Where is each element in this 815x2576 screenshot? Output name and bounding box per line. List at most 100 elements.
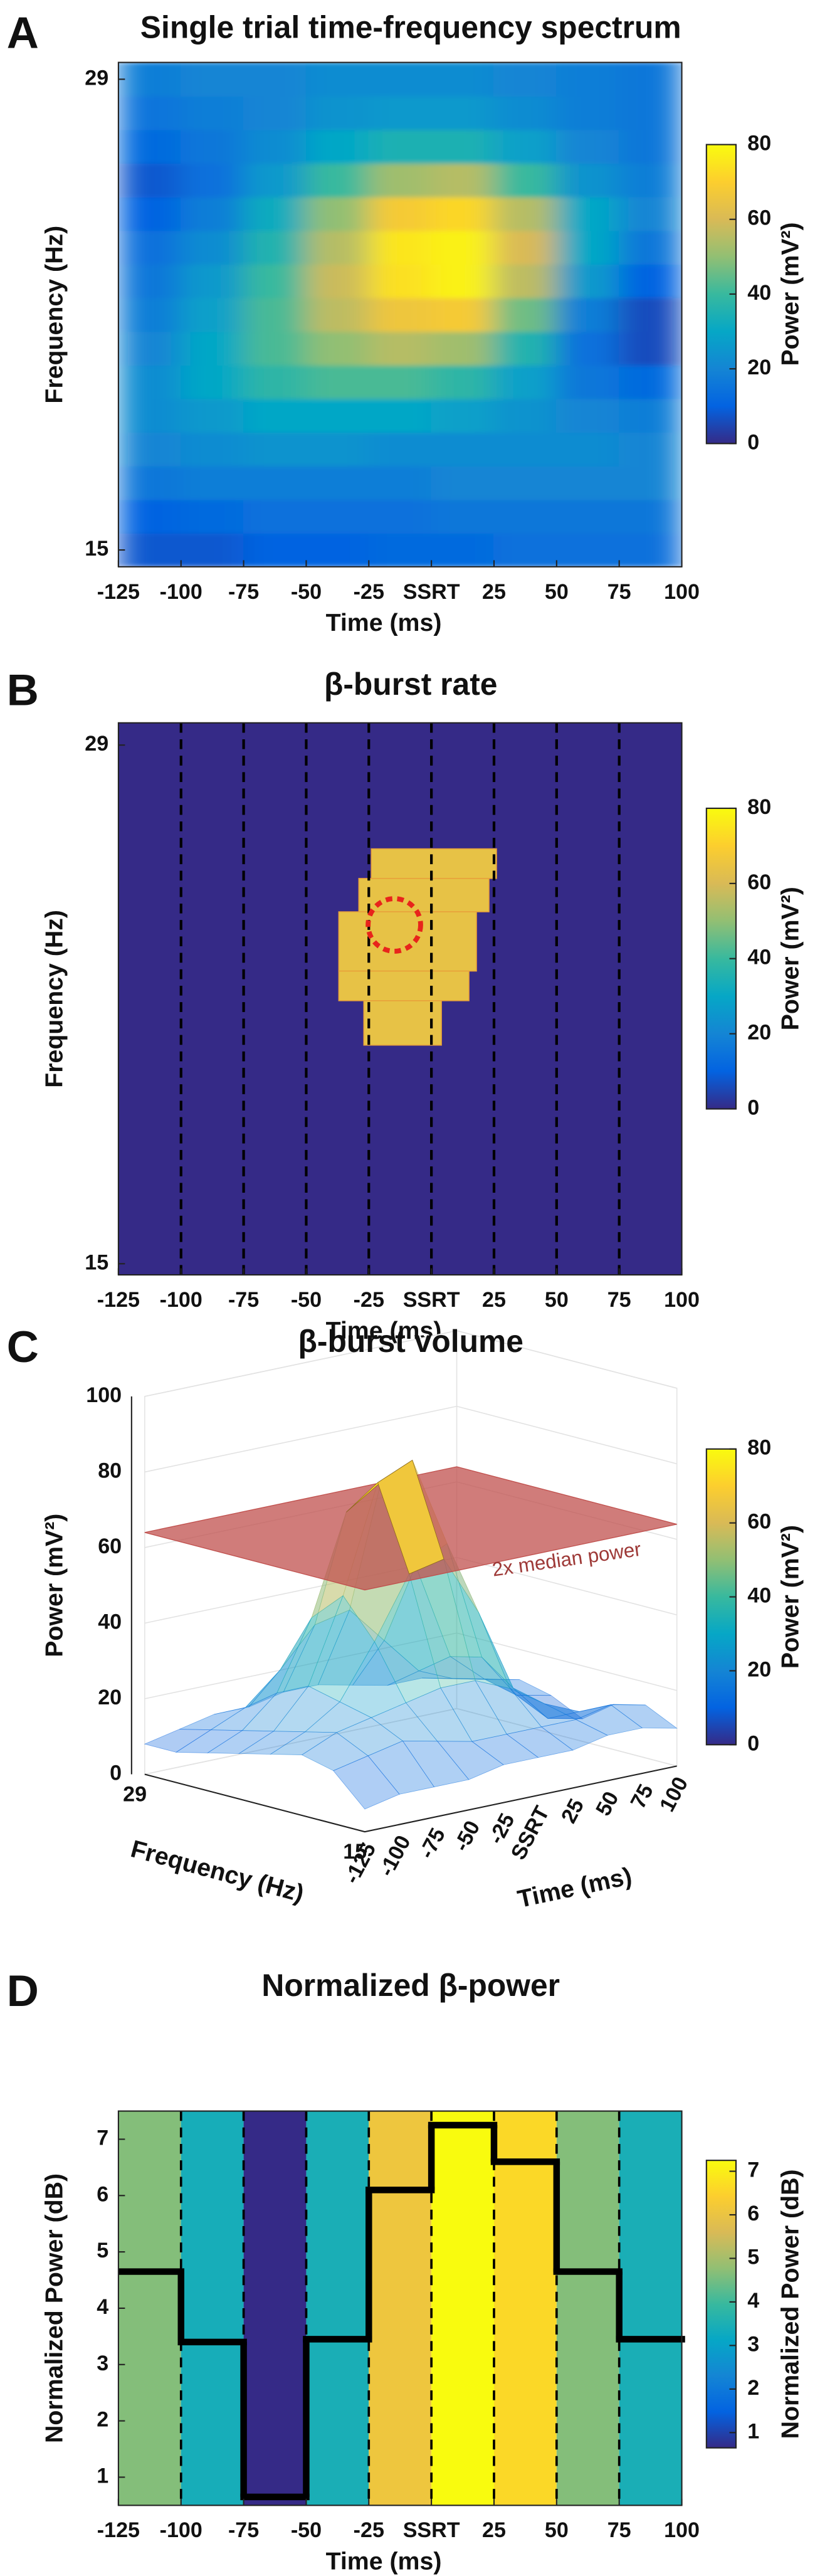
x-tick-label: 25 bbox=[557, 1795, 589, 1827]
heatmap-cell bbox=[493, 263, 557, 298]
burst bbox=[338, 911, 477, 972]
heatmap-cell bbox=[368, 230, 432, 265]
heatmap-cell bbox=[118, 62, 182, 97]
colorbar-label: Power (mV²) bbox=[776, 1525, 804, 1669]
colorbar-tick-label: 20 bbox=[747, 1021, 771, 1045]
heatmap-cell bbox=[618, 532, 682, 567]
heatmap-cell bbox=[618, 297, 682, 332]
heatmap-cell bbox=[493, 62, 557, 97]
heatmap-cell bbox=[618, 62, 682, 97]
heatmap-cell bbox=[118, 364, 182, 399]
colorbar-tick-label: 5 bbox=[747, 2245, 759, 2269]
burst bbox=[371, 848, 497, 879]
z-tick-label: 40 bbox=[98, 1610, 122, 1634]
heatmap-cell bbox=[118, 263, 182, 298]
x-axis-label: Time (ms) bbox=[326, 2547, 442, 2575]
bin-cell bbox=[181, 2111, 244, 2506]
heatmap-cell bbox=[305, 162, 370, 198]
plot-border bbox=[117, 61, 683, 567]
heatmap-cell bbox=[118, 297, 182, 332]
heatmap-cell bbox=[556, 95, 620, 130]
heatmap-cell bbox=[431, 95, 495, 130]
heatmap-cell bbox=[305, 465, 370, 500]
heatmap-cell bbox=[305, 431, 370, 467]
heatmap-cell bbox=[243, 532, 307, 567]
heatmap-cell bbox=[556, 230, 620, 265]
colorbar-tick-label: 40 bbox=[747, 281, 771, 305]
x-tick-label: 100 bbox=[664, 580, 700, 604]
x-tick-label: 100 bbox=[664, 1288, 700, 1312]
bin-cell bbox=[431, 2111, 494, 2506]
x-tick-label: -25 bbox=[354, 2518, 384, 2542]
colorbar-tick-label: 20 bbox=[747, 356, 771, 379]
x-tick-label: -25 bbox=[354, 1288, 384, 1312]
heatmap-cell bbox=[493, 465, 557, 500]
heatmap-cell bbox=[243, 364, 307, 399]
colorbar-tick-label: 7 bbox=[747, 2158, 759, 2182]
heatmap-cell bbox=[431, 465, 495, 500]
x-tick-label: -50 bbox=[450, 1817, 485, 1855]
colorbar-tick-label: 0 bbox=[747, 430, 759, 454]
heatmap-cell bbox=[305, 297, 370, 332]
y-axis-label: Frequency (Hz) bbox=[128, 1835, 307, 1908]
heatmap-cell bbox=[305, 62, 370, 97]
heatmap-cell bbox=[180, 330, 244, 366]
heatmap-cell bbox=[118, 330, 182, 366]
heatmap-cell bbox=[618, 230, 682, 265]
colorbar-tick-label: 60 bbox=[747, 870, 771, 894]
colorbar-label: Power (mV²) bbox=[776, 222, 804, 366]
heatmap-cell bbox=[493, 364, 557, 399]
x-axis-label: Time (ms) bbox=[515, 1862, 634, 1913]
heatmap-cell bbox=[305, 196, 370, 231]
heatmap-cell bbox=[305, 263, 370, 298]
grid-line bbox=[144, 1405, 677, 1473]
heatmap-cell bbox=[556, 398, 620, 433]
heatmap-cell bbox=[180, 230, 244, 265]
y-tick-label: 1 bbox=[97, 2464, 108, 2488]
heatmap-cell bbox=[243, 297, 307, 332]
x-tick-label: -100 bbox=[374, 1832, 416, 1881]
x-tick-label: SSRT bbox=[403, 2518, 460, 2542]
heatmap-cell bbox=[618, 398, 682, 433]
y-axis-label: Normalized Power (dB) bbox=[41, 2173, 68, 2443]
heatmap-cell bbox=[556, 129, 620, 164]
bin-cell bbox=[619, 2111, 682, 2506]
heatmap-cell bbox=[368, 162, 432, 198]
heatmap-cell bbox=[368, 532, 432, 567]
heatmap-cell bbox=[556, 431, 620, 467]
y-tick-label: 6 bbox=[97, 2182, 108, 2206]
heatmap-cell bbox=[180, 465, 244, 500]
heatmap-cell bbox=[618, 129, 682, 164]
x-tick-label: SSRT bbox=[507, 1802, 554, 1864]
heatmap-cell bbox=[180, 129, 244, 164]
x-axis-label: Time (ms) bbox=[326, 609, 442, 636]
heatmap-cell bbox=[556, 162, 620, 198]
x-tick-label: 25 bbox=[482, 580, 506, 604]
heatmap-cell bbox=[243, 196, 307, 231]
y-tick-label: 3 bbox=[97, 2352, 108, 2375]
heatmap-cell bbox=[431, 196, 495, 231]
colorbar-tick-label: 6 bbox=[747, 2202, 759, 2225]
bin-cell bbox=[243, 2111, 307, 2506]
x-tick-label: -125 bbox=[97, 580, 140, 604]
heatmap-cell bbox=[493, 330, 557, 366]
heatmap-cell bbox=[556, 499, 620, 534]
heatmap-cell bbox=[118, 129, 182, 164]
x-tick-label: 25 bbox=[482, 1288, 506, 1312]
x-tick-label: -50 bbox=[291, 2518, 322, 2542]
x-tick-label: SSRT bbox=[403, 580, 460, 604]
heatmap-cell bbox=[180, 263, 244, 298]
x-tick-label: 75 bbox=[607, 1288, 631, 1312]
heatmap-cell bbox=[368, 499, 432, 534]
y-tick-label: 15 bbox=[85, 1250, 108, 1274]
colorbar-tick-label: 0 bbox=[747, 1095, 759, 1119]
heatmap-cell bbox=[243, 398, 307, 433]
heatmap-cell bbox=[431, 532, 495, 567]
heatmap-cell bbox=[305, 499, 370, 534]
colorbar-tick-label: 80 bbox=[747, 795, 771, 819]
surface-patch bbox=[377, 1459, 444, 1575]
heatmap-cell bbox=[243, 465, 307, 500]
y-tick-label: 4 bbox=[97, 2295, 108, 2319]
burst bbox=[363, 1000, 442, 1046]
